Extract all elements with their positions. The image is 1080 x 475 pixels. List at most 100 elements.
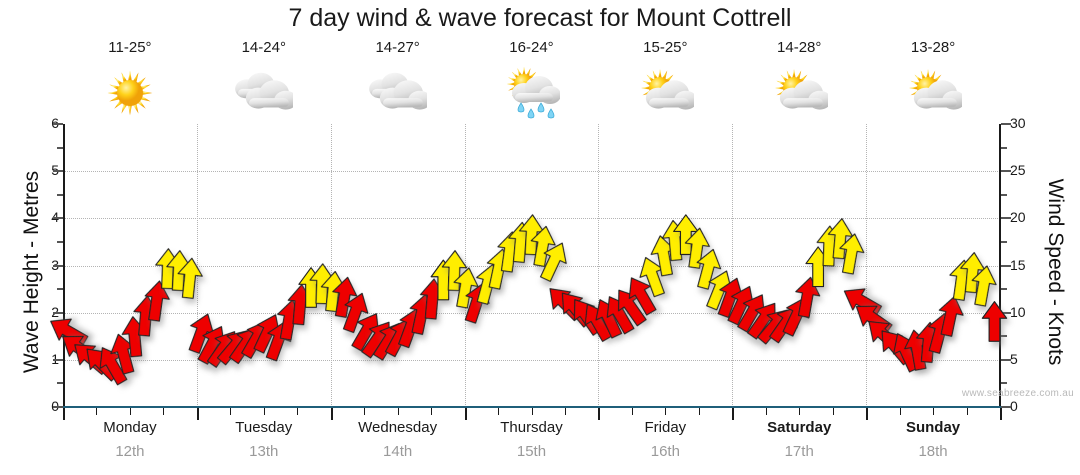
- right-axis-tick-label: 30: [1010, 115, 1026, 131]
- right-axis-tick-label: 0: [1010, 398, 1018, 414]
- axis-tick: [53, 264, 63, 267]
- temperature-range: 16-24°: [509, 39, 554, 56]
- day-date-label: 12th: [115, 443, 145, 460]
- day-name-label: Monday: [103, 419, 157, 436]
- day-date-label: 18th: [918, 443, 948, 460]
- day-header: 14-28°: [732, 38, 866, 124]
- x-axis-tick-major: [196, 408, 199, 420]
- day-name-label: Wednesday: [358, 419, 438, 436]
- day-header: 13-28°: [866, 38, 1000, 124]
- right-axis-title: Wind Speed - Knots: [1044, 178, 1067, 366]
- day-name-label: Tuesday: [235, 419, 293, 436]
- day-date-label: 16th: [650, 443, 680, 460]
- axis-tick: [53, 217, 63, 220]
- gridline-vertical: [196, 124, 198, 407]
- axis-tick: [1001, 123, 1011, 125]
- x-axis-tick-major: [464, 408, 467, 420]
- axis-tick: [53, 123, 63, 125]
- x-axis-tick-minor: [397, 408, 399, 415]
- axis-tick-minor: [57, 382, 63, 385]
- cloudy-icon: [331, 60, 465, 122]
- gridline-horizontal: [63, 171, 1000, 173]
- x-axis-tick-minor: [698, 408, 700, 415]
- x-axis-tick-minor: [297, 408, 299, 415]
- x-axis-tick-minor: [364, 408, 366, 415]
- axis-tick: [53, 311, 63, 314]
- day-header: 15-25°: [598, 38, 732, 124]
- x-axis-tick-major: [866, 408, 869, 420]
- x-axis-tick-minor: [531, 408, 533, 415]
- temperature-range: 11-25°: [108, 39, 152, 56]
- axis-tick-minor: [57, 240, 63, 243]
- x-axis-tick-minor: [498, 408, 500, 415]
- x-axis-tick-minor: [899, 408, 901, 415]
- day-date-label: 14th: [383, 443, 413, 460]
- x-axis-tick-minor: [832, 408, 834, 415]
- right-axis-tick-label: 10: [1010, 303, 1026, 320]
- x-axis-tick-major: [732, 408, 735, 420]
- x-axis-tick-minor: [665, 408, 667, 415]
- axis-tick: [53, 406, 63, 408]
- day-header: 16-24°: [465, 38, 599, 124]
- day-header: 11-25°: [63, 38, 197, 124]
- day-name-label: Thursday: [500, 419, 563, 436]
- axis-tick-minor: [57, 193, 63, 196]
- axis-tick-minor: [57, 288, 63, 291]
- x-axis-tick-minor: [263, 408, 265, 415]
- sun-behind-cloud-icon: [732, 60, 866, 122]
- x-axis-tick-minor: [765, 408, 767, 415]
- day-header: 14-24°: [197, 38, 331, 124]
- temperature-range: 15-25°: [643, 39, 688, 56]
- page-title: 7 day wind & wave forecast for Mount Cot…: [288, 4, 792, 32]
- day-date-label: 17th: [784, 443, 814, 460]
- sunny-icon: [63, 60, 197, 122]
- x-axis-tick-major: [1000, 408, 1002, 420]
- x-axis-tick-minor: [631, 408, 633, 415]
- day-date-label: 15th: [516, 443, 547, 460]
- sun-behind-cloud-icon: [598, 60, 732, 122]
- x-axis-tick-minor: [564, 408, 566, 415]
- x-axis-tick-minor: [230, 408, 232, 415]
- axis-tick: [1001, 170, 1011, 173]
- x-axis-tick-minor: [163, 408, 165, 415]
- axis-tick-minor: [1001, 146, 1007, 149]
- temperature-range: 14-24°: [241, 39, 286, 56]
- x-axis-tick-minor: [799, 408, 801, 415]
- temperature-range: 14-28°: [777, 39, 822, 56]
- axis-tick: [1001, 406, 1011, 408]
- gridline-horizontal: [63, 218, 1000, 220]
- right-axis-line: [999, 124, 1001, 408]
- axis-tick: [53, 358, 63, 361]
- axis-tick-minor: [1001, 335, 1007, 338]
- gridline-horizontal: [63, 359, 1000, 361]
- day-name-label: Saturday: [767, 419, 832, 436]
- axis-tick-minor: [57, 335, 63, 338]
- axis-tick-minor: [1001, 382, 1007, 385]
- x-axis-tick-major: [63, 408, 65, 420]
- x-axis-tick-minor: [96, 408, 98, 415]
- left-axis-line: [63, 124, 65, 408]
- gridline-vertical: [732, 124, 734, 407]
- baseline-axis: [63, 406, 1001, 408]
- x-axis-tick-major: [598, 408, 601, 420]
- cloudy-icon: [197, 60, 331, 122]
- x-axis-tick-minor: [933, 408, 935, 415]
- day-header: 14-27°: [331, 38, 465, 124]
- axis-tick: [1001, 358, 1011, 361]
- right-axis-tick-label: 15: [1010, 256, 1026, 273]
- sun-behind-cloud-icon: [866, 60, 1000, 122]
- temperature-range: 14-27°: [375, 39, 420, 56]
- gridline-vertical: [330, 124, 332, 407]
- axis-tick: [1001, 217, 1011, 220]
- right-axis-tick-label: 20: [1010, 209, 1026, 226]
- right-axis-tick-label: 5: [1010, 350, 1018, 367]
- left-axis-title: Wave Height - Metres: [20, 170, 43, 374]
- gridline-vertical: [464, 124, 466, 407]
- right-axis-tick-label: 25: [1010, 162, 1026, 179]
- day-name-label: Sunday: [905, 419, 961, 436]
- axis-tick: [53, 170, 63, 173]
- axis-tick: [1001, 311, 1011, 314]
- x-axis-tick-minor: [966, 408, 968, 415]
- gridline-vertical: [866, 124, 868, 407]
